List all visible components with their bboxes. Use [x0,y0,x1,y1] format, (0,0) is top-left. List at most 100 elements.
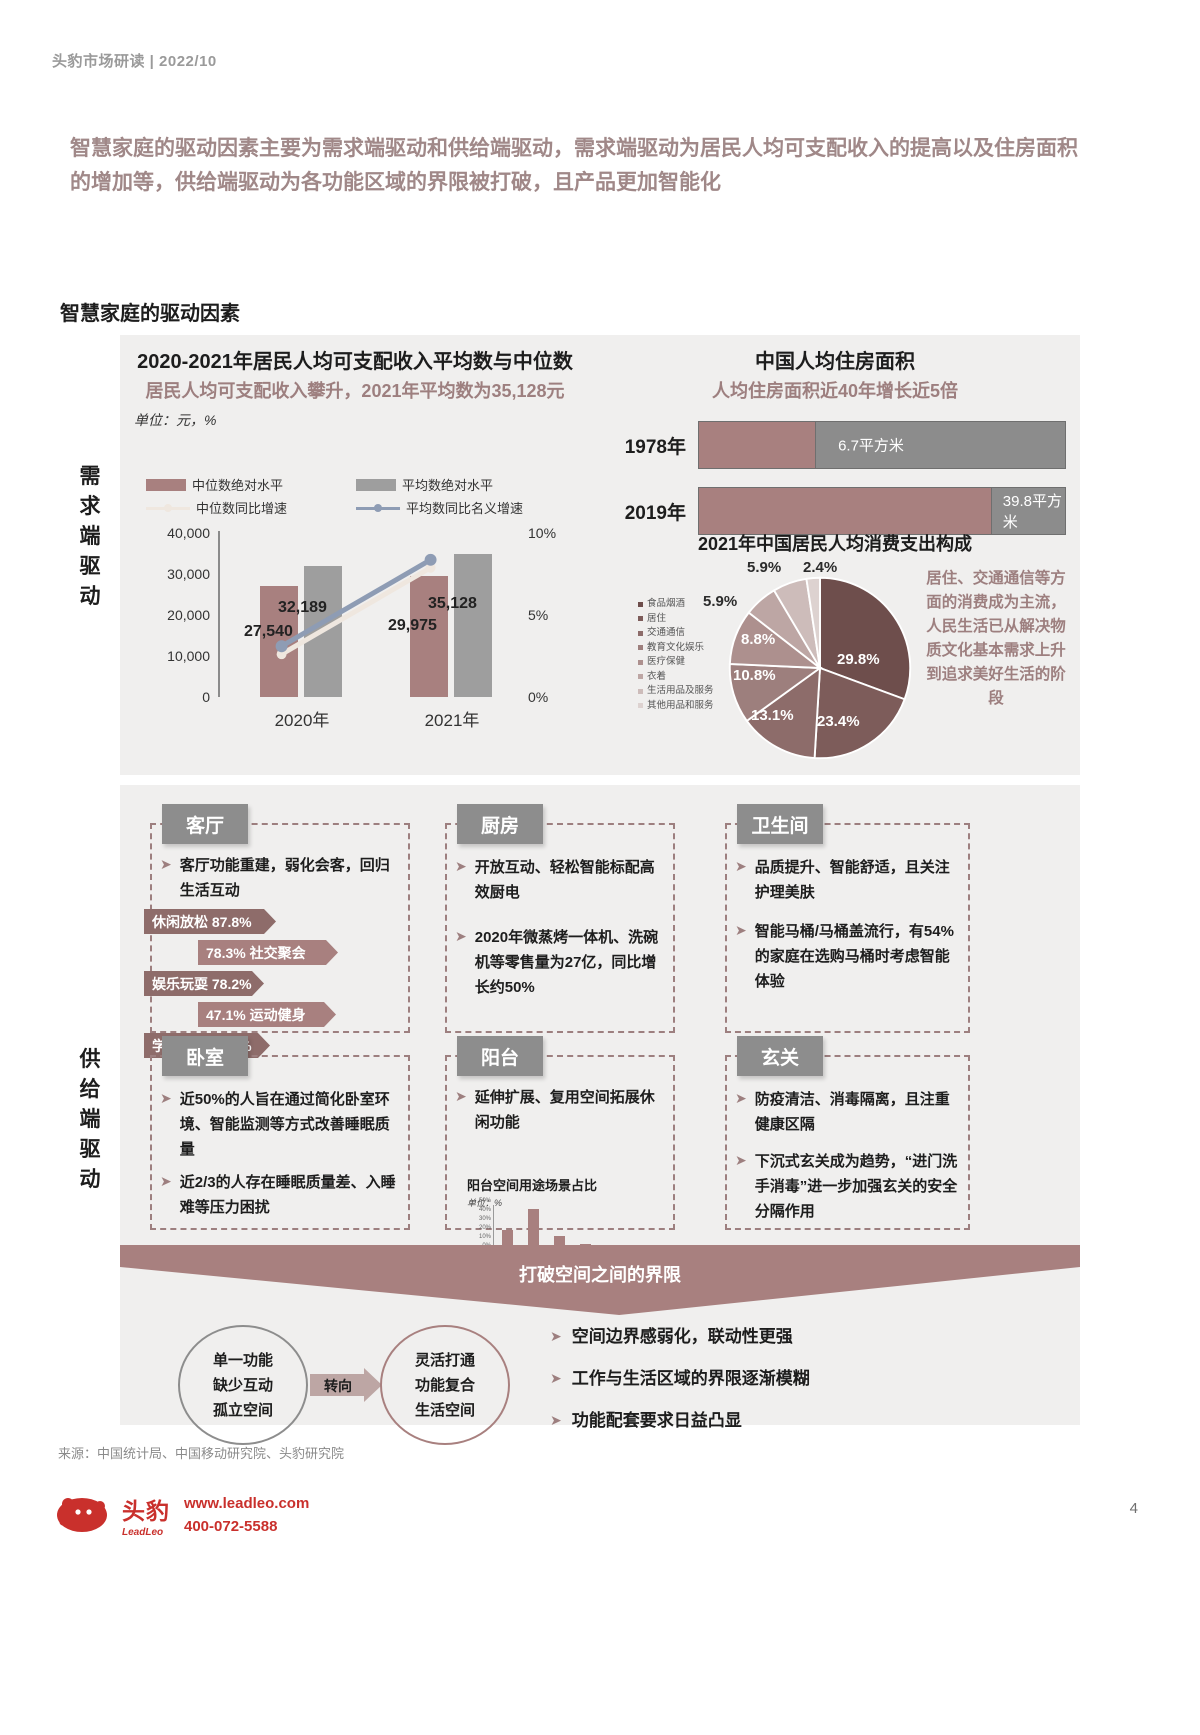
room-bullet-text: 近50%的人旨在通过简化卧室环境、智能监测等方式改善睡眠质量 [179,1091,390,1158]
balcony-y-tick: 20% [478,1225,491,1231]
arrow-icon: ➤ [735,1152,747,1168]
pie-legend-item: 教育文化娱乐 [638,641,714,656]
legend-median-yoy: 中位数同比增速 [146,498,346,517]
room-bullet: ➤ 近50%的人旨在通过简化卧室环境、智能监测等方式改善睡眠质量 [160,1087,398,1162]
legend-label: 平均数绝对水平 [402,478,494,493]
transition-point-text: 功能配套要求日益凸显 [571,1411,742,1430]
growth-lines [275,553,437,660]
housing-row: 2019年 39.8平方米 [606,487,1066,535]
y-tick: 30,000 [167,566,210,582]
arrow-icon: ➤ [160,856,172,872]
transition-to-line: 功能复合 [414,1376,475,1394]
x-tick-2021: 2021年 [424,711,480,730]
pie-pct-transport: 13.1% [751,707,794,724]
pie-legend-label: 衣着 [647,670,667,682]
income-chart-subtitle: 居民人均可支配收入攀升，2021年平均数为35,128元 [145,381,565,401]
pie-legend-item: 居住 [638,612,714,627]
living-bar-shape: 娱乐玩耍 78.2% [144,971,264,996]
income-chart-unit: 单位：元，% [134,412,217,428]
website-link[interactable]: www.leadleo.com [184,1495,310,1512]
housing-row: 1978年 6.7平方米 [606,421,1066,469]
living-bar-shape: 休闲放松 87.8% [144,909,276,934]
leopard-logo-icon [56,1492,114,1538]
housing-value: 39.8平方米 [1002,493,1062,531]
room-tag-bedroom: 卧室 [162,1036,248,1076]
bar-value-mean-2021: 35,128 [428,595,477,612]
legend-label: 中位数绝对水平 [192,478,284,493]
pie-slice-other [805,576,821,669]
balcony-y-tick: 40% [478,1207,491,1213]
legend-line-cream [146,502,190,514]
y-tick: 20,000 [167,607,210,623]
room-tag-bathroom: 卫生间 [737,804,823,844]
room-tag-entryway: 玄关 [737,1036,823,1076]
housing-pie-block: 中国人均住房面积 人均住房面积近40年增长近5倍 1978年 6.7平方米 20… [590,335,1080,775]
room-tag-balcony: 阳台 [457,1036,543,1076]
bar-value-mean-2020: 32,189 [278,599,327,616]
room-bullet: ➤ 客厅功能重建，弱化会客，回归生活互动 [160,853,398,903]
median-point-2021 [425,562,436,573]
room-bullet-text: 开放互动、轻松智能标配高效厨电 [474,859,655,901]
living-bar: 休闲放松 87.8% [144,909,408,934]
housing-title: 中国人均住房面积 [755,351,915,373]
balcony-y-tick: 30% [478,1216,491,1222]
pie-legend-dot [638,601,643,607]
pie-legend-item: 医疗保健 [638,655,714,670]
y2-tick: 0% [528,689,549,705]
pie-legend-dot [638,688,643,694]
legend-line-blue [356,502,400,514]
room-bullet: ➤ 防疫清洁、消毒隔离，且注重健康区隔 [735,1087,958,1137]
housing-subtitle: 人均住房面积近40年增长近5倍 [711,381,959,401]
page-headline: 智慧家庭的驱动因素主要为需求端驱动和供给端驱动，需求端驱动为居民人均可支配收入的… [70,137,1078,194]
arrow-icon: ➤ [160,1173,172,1189]
brand-footer: 头豹 LeadLeo www.leadleo.com 400-072-5588 [56,1492,309,1538]
pie-slice-housing [813,666,906,760]
housing-value: 6.7平方米 [838,437,904,455]
brand-name: 头豹 [122,1498,170,1524]
bar-value-median-2021: 29,975 [388,617,437,634]
balcony-chart-title: 阳台空间用途场景占比 [467,1178,598,1193]
pie-pct-education: 10.8% [733,667,776,684]
pie-legend-item: 衣着 [638,670,714,685]
pie-slice-transport [745,666,822,760]
room-card-balcony: 阳台 ➤ 延伸扩展、复用空间拓展休闲功能 阳台空间用途场景占比 单位：% 50%… [445,1036,675,1272]
arrow-icon: ➤ [550,1370,562,1386]
pie-legend-label: 医疗保健 [647,656,686,667]
break-boundaries-band: 打破空间之间的界限 [120,1245,1080,1315]
income-bar-chart: 40,000 30,000 20,000 10,000 0 10% 5% 0% … [140,525,580,730]
transition-point: ➤ 工作与生活区域的界限逐渐模糊 [550,1367,1020,1391]
room-bullet-text: 延伸扩展、复用空间拓展休闲功能 [474,1089,655,1131]
bar-mean-2021 [454,554,492,697]
transition-arrow-label: 转向 [324,1378,352,1394]
arrow-icon: ➤ [735,1090,747,1106]
pie-legend-dot [638,616,643,622]
room-tag-kitchen: 厨房 [457,804,543,844]
housing-bars: 1978年 6.7平方米 2019年 39.8平方米 [606,421,1066,553]
room-bullet: ➤ 品质提升、智能舒适，且关注护理美肤 [735,855,958,905]
balcony-y-tick: 50% [478,1198,491,1204]
pie-slice-food [819,576,912,701]
transition-from-line: 缺少互动 [212,1376,273,1394]
legend-swatch-rose [146,478,186,491]
mean-point-2021 [424,553,437,566]
arrow-icon: ➤ [550,1412,562,1428]
bar-group-2021: 29,975 35,128 2021年 [388,531,512,730]
pie-pct-food: 29.8% [837,651,880,668]
room-bullet-text: 客厅功能重建，弱化会客，回归生活互动 [179,857,390,899]
source-note: 来源：中国统计局、中国移动研究院、头豹研究院 [58,1446,345,1461]
pie-pct-other: 2.4% [803,559,838,576]
living-bar-label: 47.1% 运动健身 [206,1006,306,1023]
pie-legend-label: 生活用品及服务 [647,685,714,696]
pie-pct-daily: 5.9% [747,559,782,576]
legend-label: 平均数同比名义增速 [406,501,524,516]
median-point-2020 [276,649,287,660]
y2-tick: 10% [528,525,557,541]
arrow-icon: ➤ [550,1328,562,1344]
mean-growth-line [280,557,432,649]
room-bullet-text: 智能马桶/马桶盖流行，有54%的家庭在选购马桶时考虑智能体验 [754,923,954,990]
demand-panel: 2020-2021年居民人均可支配收入平均数与中位数 居民人均可支配收入攀升，2… [120,335,1080,775]
arrow-icon: ➤ [735,858,747,874]
room-bullet-text: 品质提升、智能舒适，且关注护理美肤 [754,859,950,901]
transition-to-circle: 灵活打通 功能复合 生活空间 [380,1325,510,1445]
living-bar-shape: 78.3% 社交聚会 [198,940,338,965]
